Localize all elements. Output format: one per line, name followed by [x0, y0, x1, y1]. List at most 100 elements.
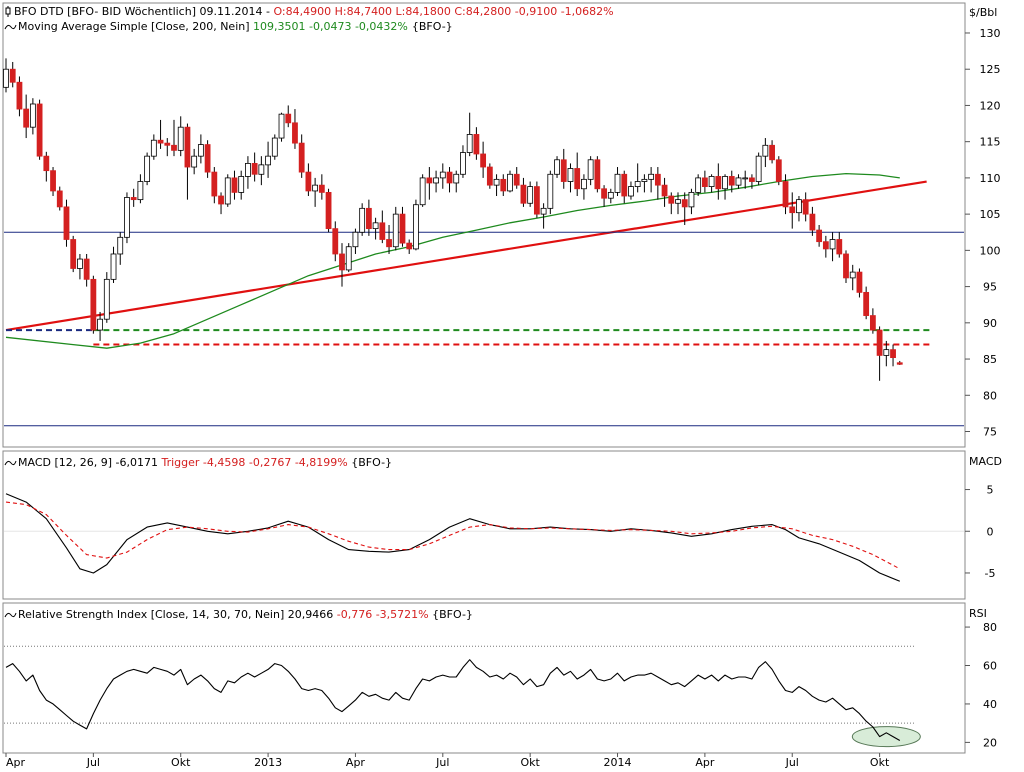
candle-down — [890, 349, 896, 359]
rsi-axis-tick-label: 80 — [983, 621, 997, 634]
candle-down — [305, 171, 312, 192]
candle-down — [63, 206, 70, 240]
candle-down — [365, 207, 372, 230]
candle-down — [339, 253, 345, 271]
macd-legend-trigger: Trigger -4,4598 -0,2767 -4,8199% — [160, 456, 351, 469]
macd-axis-tick-label: 0 — [987, 525, 994, 538]
candle-down — [668, 195, 675, 204]
price-axis-tick-label: 105 — [980, 208, 1001, 221]
candle-up — [527, 186, 534, 204]
candle-up — [829, 239, 836, 250]
candle-down — [863, 291, 870, 316]
candle-up — [796, 199, 802, 214]
candle-up — [29, 103, 36, 128]
x-axis-label: Okt — [870, 756, 890, 768]
candle-down — [500, 178, 507, 192]
x-axis-label: Jul — [785, 756, 799, 768]
candle-up — [110, 253, 117, 280]
rsi-legend-change: -0,776 -3,5721% — [337, 608, 432, 621]
candle-down — [231, 177, 238, 193]
candle-up — [245, 163, 251, 177]
candle-down — [533, 186, 540, 215]
price-axis-tick-label: 85 — [983, 353, 997, 366]
candle-down — [211, 171, 218, 197]
price-axis-tick-label: 115 — [980, 136, 1001, 149]
candle-down — [661, 184, 668, 197]
candle-up — [144, 155, 151, 182]
candle-down — [749, 177, 755, 182]
candle-up — [433, 177, 439, 184]
candle-down — [16, 81, 23, 110]
price-axis-tick-label: 75 — [983, 426, 997, 439]
candle-down — [843, 253, 849, 279]
candle-down — [560, 159, 567, 182]
price-axis-tick-label: 120 — [980, 99, 1001, 112]
rsi-legend-name: Relative Strength Index [Close, 14, 30, … — [18, 608, 337, 621]
candle-down — [426, 177, 433, 184]
macd-legend: MACD [12, 26, 9] -6,0171 Trigger -4,4598… — [4, 456, 392, 469]
candle-up — [197, 144, 204, 157]
x-axis-label: Apr — [346, 756, 366, 768]
candle-up — [352, 231, 359, 248]
candle-up — [607, 191, 614, 199]
candle-up — [117, 236, 124, 255]
candle-up — [695, 177, 702, 193]
series-layer — [5, 172, 901, 741]
candle-up — [507, 173, 513, 192]
candle-down — [386, 239, 392, 248]
price-legend: BFO DTD [BFO- BID Wöchentlich] 09.11.201… — [5, 5, 614, 18]
candle-up — [271, 137, 278, 157]
candle-down — [621, 173, 628, 197]
macd-panel-frame — [2, 450, 966, 600]
x-axis-label: 2014 — [604, 756, 632, 768]
price-legend-main: BFO DTD [BFO- BID Wöchentlich] 09.11.201… — [14, 5, 273, 18]
price-axis-tick-label: 100 — [980, 244, 1001, 257]
candle-up — [238, 176, 245, 193]
macd-unit-label: MACD — [969, 455, 1002, 468]
candle-down — [769, 144, 775, 161]
candle-up — [742, 177, 749, 180]
candle-up — [567, 168, 574, 182]
candle-up — [224, 177, 231, 205]
candle-down — [681, 199, 688, 208]
x-axis-label: Okt — [171, 756, 191, 768]
price-axis-tick-label: 125 — [980, 63, 1001, 76]
ma-legend-values: 109,3501 -0,0473 -0,0432% — [253, 20, 408, 33]
candle-down — [822, 241, 829, 250]
wave-icon — [4, 460, 17, 466]
ma-legend: Moving Average Simple [Close, 200, Nein]… — [4, 20, 453, 33]
candle-up — [3, 68, 9, 88]
candle-up — [755, 155, 762, 182]
candle-down — [251, 163, 258, 175]
candle-down — [83, 258, 90, 280]
macd-axis-tick-label: 5 — [987, 484, 994, 497]
rsi-panel-frame — [2, 602, 966, 754]
candle-up — [413, 204, 419, 250]
candle-down — [157, 139, 164, 144]
candle-down — [399, 213, 406, 244]
candle-up — [77, 258, 83, 269]
candle-down — [23, 108, 30, 128]
price-axis-tick-label: 80 — [983, 389, 997, 402]
candle-down — [816, 229, 823, 243]
candle-up — [708, 176, 715, 187]
macd-legend-name: MACD [12, 26, 9] -6,0171 — [18, 456, 161, 469]
price-panel-frame — [2, 2, 966, 448]
candle-up — [540, 207, 547, 215]
candle-down — [876, 329, 883, 356]
candle-up — [554, 159, 560, 175]
candle-up — [124, 197, 130, 238]
svg-text:Relative Strength Index [Close: Relative Strength Index [Close, 14, 30, … — [18, 608, 473, 621]
candle-up — [97, 318, 103, 331]
candle-up — [359, 207, 366, 233]
rsi-legend-symbol: {BFO-} — [432, 608, 473, 621]
candle-down — [406, 242, 413, 250]
wave-icon — [4, 612, 17, 618]
candle-down — [318, 184, 325, 193]
annotation-layer — [851, 726, 921, 748]
candle-up — [392, 213, 399, 248]
price-unit-label: $/Bbl — [969, 6, 997, 19]
